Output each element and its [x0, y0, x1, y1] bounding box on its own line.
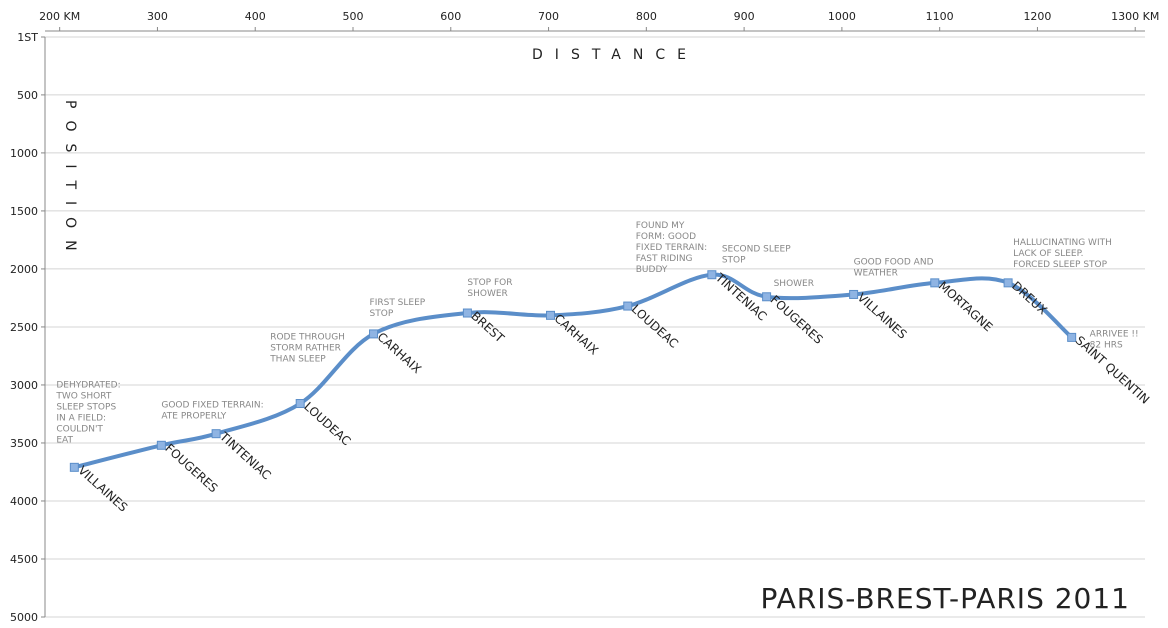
y-tick-label: 3500	[10, 437, 38, 450]
y-tick-label: 4000	[10, 495, 38, 508]
point-label: DREUX	[1009, 279, 1050, 318]
x-axis-label: DISTANCE	[532, 47, 698, 63]
annotation: FIXED TERRAIN:	[636, 243, 707, 253]
y-tick-label: 2500	[10, 321, 38, 334]
annotation: HALLUCINATING WITH	[1013, 238, 1112, 248]
annotation: STOP FOR	[467, 278, 512, 288]
annotation: 82 HRS	[1090, 340, 1123, 350]
annotation: STOP	[722, 256, 746, 266]
annotation: FORCED SLEEP STOP	[1013, 260, 1108, 270]
y-tick-label: 4500	[10, 553, 38, 566]
x-tick-label: 300	[147, 10, 168, 23]
point-marker	[930, 278, 940, 288]
annotation: IN A FIELD:	[56, 413, 106, 423]
point-marker	[1003, 278, 1013, 288]
point-label: CARHAIX	[375, 330, 424, 376]
point-label: FOUGERES	[162, 441, 220, 495]
annotation: FORM: GOOD	[636, 232, 696, 242]
point-marker	[295, 399, 305, 409]
y-tick-label: 1500	[10, 205, 38, 218]
annotation: FAST RIDING	[636, 254, 693, 264]
annotation: GOOD FOOD AND	[854, 257, 934, 267]
x-tick-label: 200 KM	[39, 10, 80, 23]
point-marker	[707, 270, 717, 280]
point-label: TINTENIAC	[216, 429, 273, 483]
chart-title: PARIS-BREST-PARIS 2011	[761, 582, 1131, 615]
annotation: GOOD FIXED TERRAIN:	[161, 400, 263, 410]
y-axis-label: POSITION	[62, 100, 78, 263]
point-marker	[623, 301, 633, 311]
point-label: LOUDEAC	[629, 302, 681, 351]
x-tick-label: 800	[636, 10, 657, 23]
annotation: RODE THROUGH	[270, 333, 345, 343]
y-tick-label: 2000	[10, 263, 38, 276]
x-tick-label: 1100	[926, 10, 954, 23]
annotation: DEHYDRATED:	[56, 380, 120, 390]
line	[72, 272, 1074, 470]
point-marker	[462, 308, 472, 318]
annotation: SLEEP STOPS	[56, 402, 116, 412]
annotation: STOP	[370, 309, 394, 319]
point-label: CARHAIX	[552, 311, 601, 357]
annotation: FOUND MY	[636, 221, 685, 231]
point-marker	[369, 329, 379, 339]
y-tick-label: 3000	[10, 379, 38, 392]
point-marker	[156, 440, 166, 450]
x-tick-label: 900	[734, 10, 755, 23]
x-tick-label: 500	[343, 10, 364, 23]
x-tick-label: 1200	[1023, 10, 1051, 23]
annotation: SHOWER	[467, 289, 507, 299]
annotation: COULDN'T	[56, 424, 103, 434]
y-tick-label: 500	[17, 89, 38, 102]
point-label: MORTAGNE	[936, 279, 996, 335]
point-marker	[546, 310, 556, 320]
annotation: THAN SLEEP	[269, 355, 326, 365]
point-marker	[762, 292, 772, 302]
point-marker	[211, 429, 221, 439]
y-tick-label: 1ST	[17, 31, 38, 44]
annotation: TWO SHORT	[55, 391, 112, 401]
x-tick-label: 600	[440, 10, 461, 23]
annotation: FIRST SLEEP	[370, 298, 426, 308]
point-label: VILLAINES	[75, 463, 130, 514]
annotation: EAT	[56, 435, 73, 445]
x-tick-label: 1000	[828, 10, 856, 23]
y-tick-label: 5000	[10, 611, 38, 624]
x-tick-label: 400	[245, 10, 266, 23]
annotation: WEATHER	[854, 268, 898, 278]
point-label: VILLAINES	[855, 290, 910, 341]
annotation: BUDDY	[636, 265, 668, 275]
x-tick-label: 700	[538, 10, 559, 23]
annotation: ATE PROPERLY	[161, 411, 226, 421]
point-marker	[1067, 332, 1077, 342]
point-marker	[69, 462, 79, 472]
annotation: SHOWER	[774, 279, 814, 289]
annotation: ARRIVEE !!	[1090, 329, 1139, 339]
point-label: LOUDEAC	[301, 399, 353, 448]
annotation: STORM RATHER	[270, 344, 341, 354]
point-marker	[849, 289, 859, 299]
annotation: LACK OF SLEEP.	[1013, 249, 1083, 259]
annotation: SECOND SLEEP	[722, 245, 791, 255]
x-tick-label: 1300 KM	[1111, 10, 1159, 23]
point-label: FOUGERES	[768, 293, 826, 347]
y-tick-label: 1000	[10, 147, 38, 160]
